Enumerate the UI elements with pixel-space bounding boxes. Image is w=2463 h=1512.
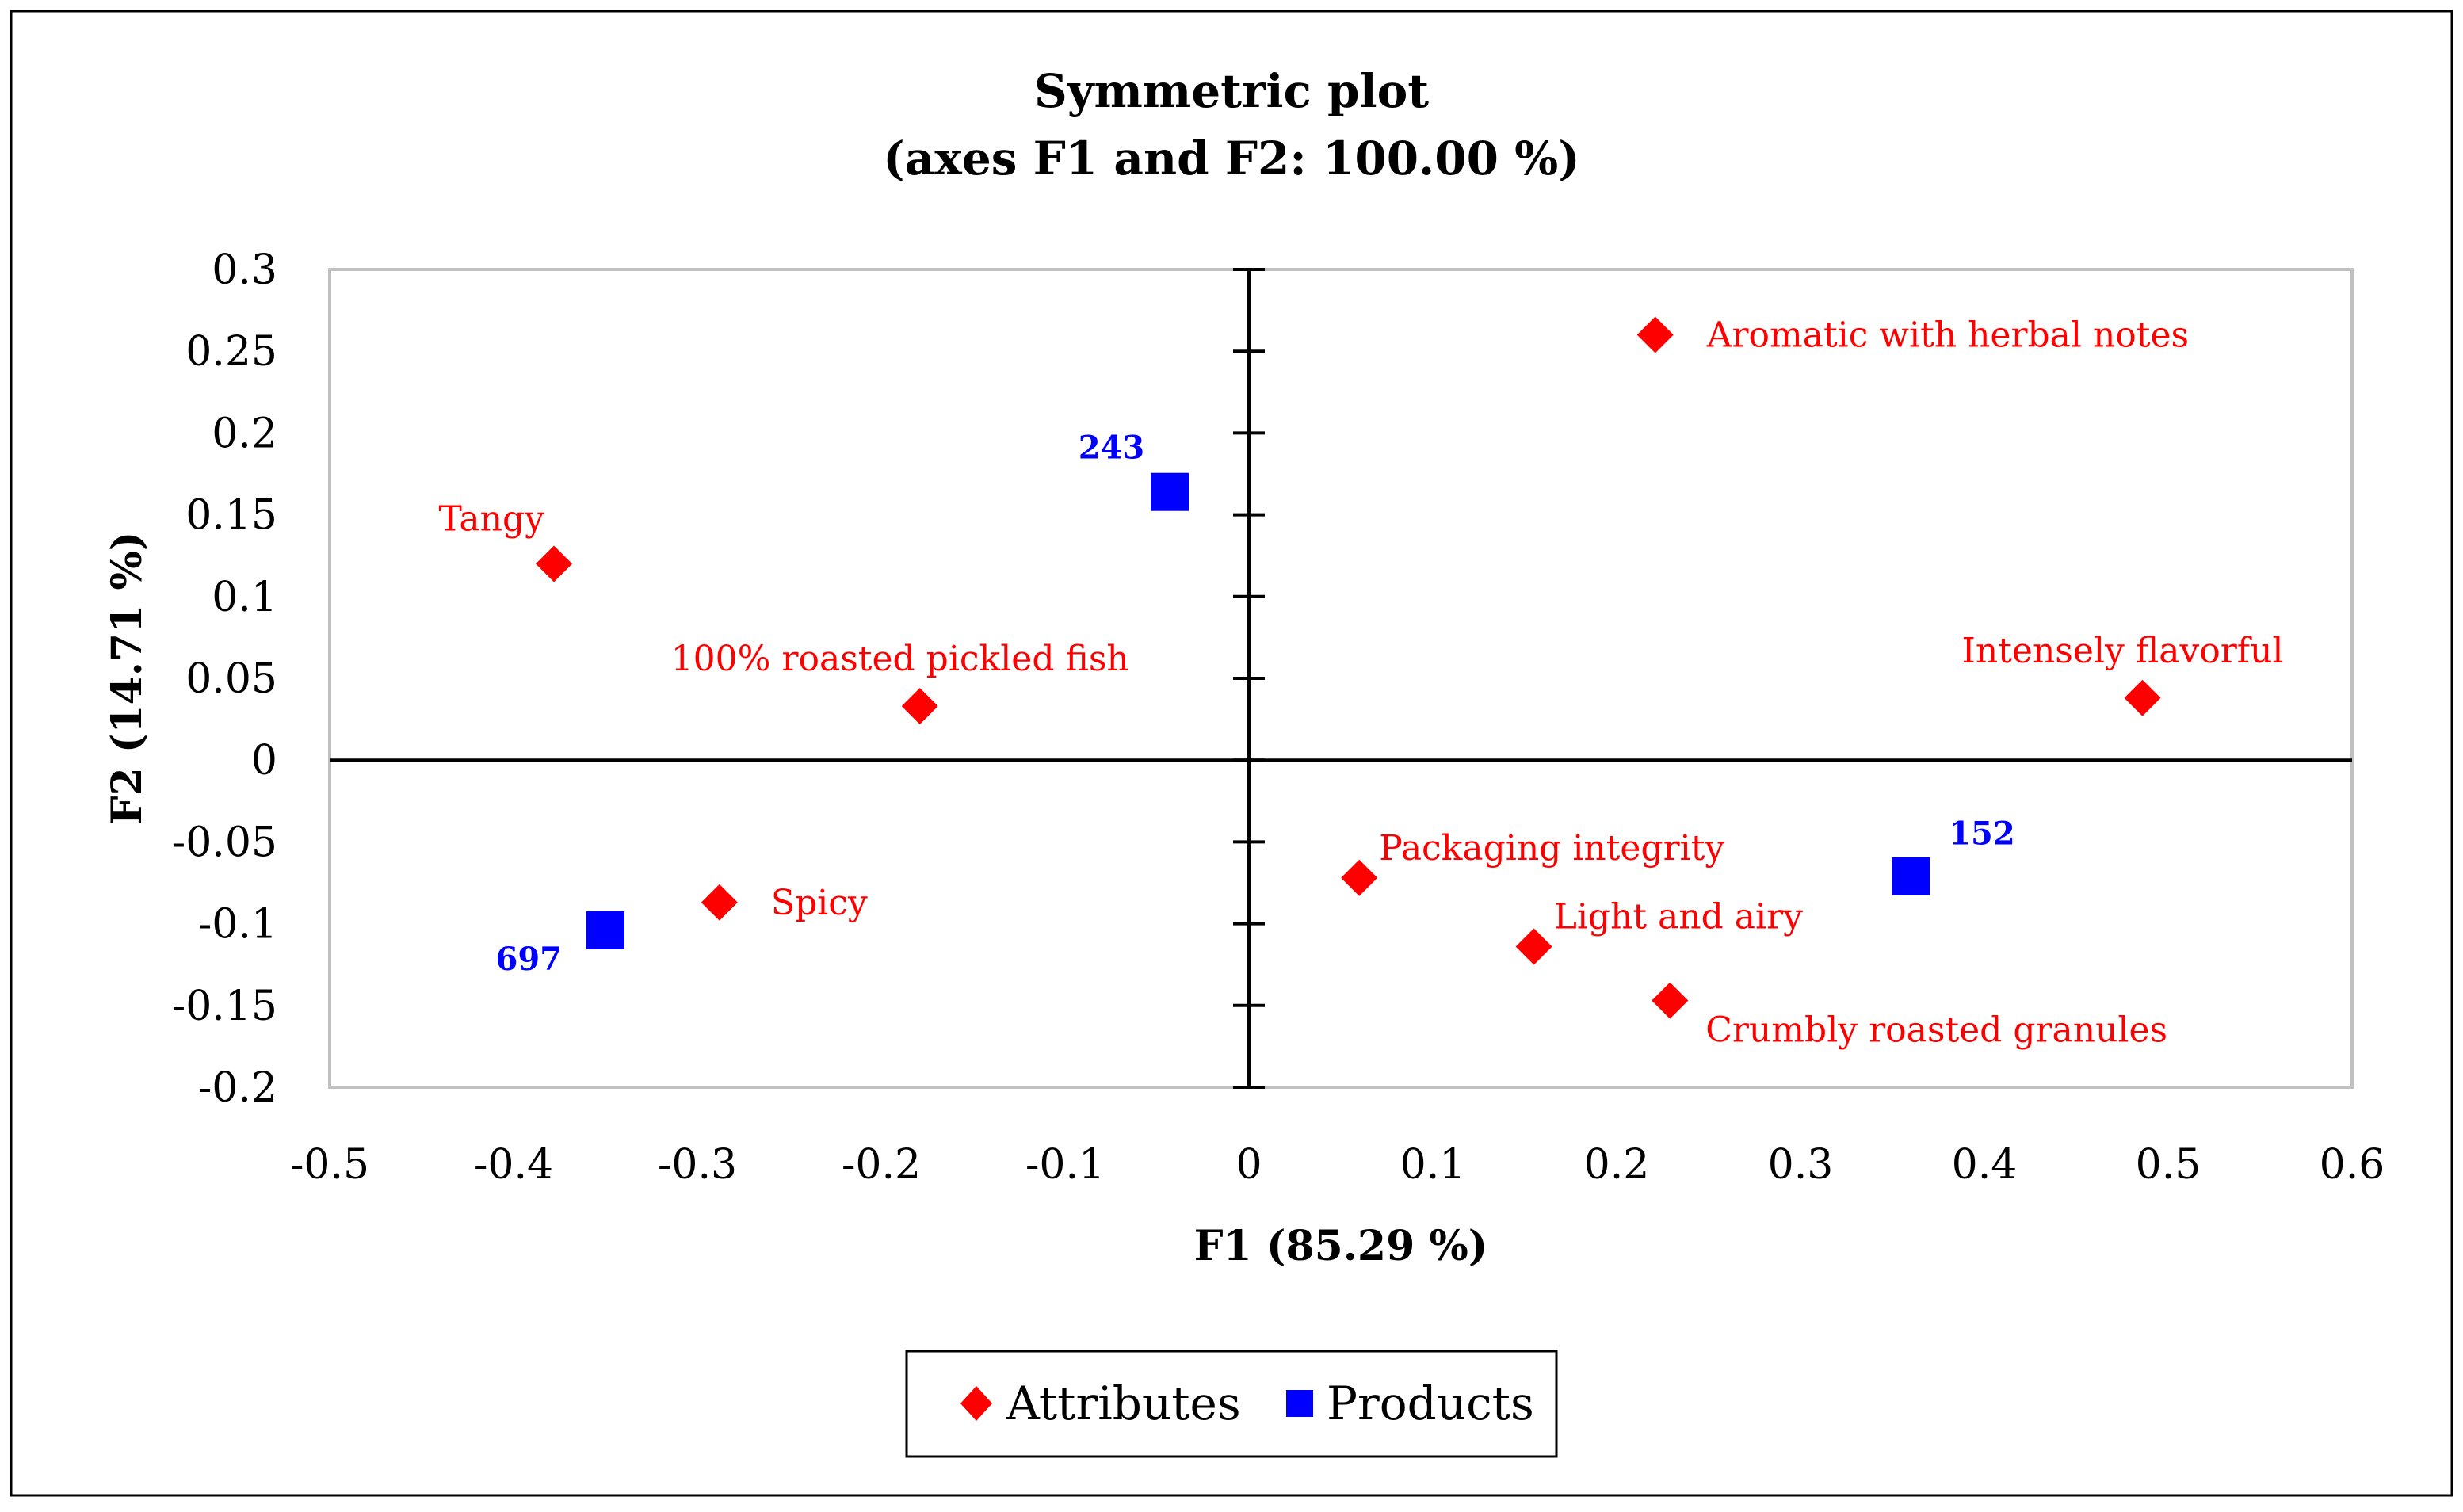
y-axis-title: F2 (14.71 %) bbox=[103, 532, 151, 826]
product-label-152: 152 bbox=[1949, 815, 2015, 853]
attribute-label-crumbly-roasted-granules: Crumbly roasted granules bbox=[1705, 1010, 2167, 1051]
attribute-label-packaging-integrity: Packaging integrity bbox=[1379, 828, 1724, 869]
y-tick-label: 0.2 bbox=[212, 410, 277, 457]
x-tick-label: -0.5 bbox=[290, 1141, 369, 1189]
x-tick-label: 0 bbox=[1235, 1141, 1262, 1189]
y-tick-label: 0.1 bbox=[212, 574, 277, 621]
chart-frame bbox=[10, 10, 2453, 1497]
x-tick-label: -0.2 bbox=[842, 1141, 921, 1189]
legend: Attributes Products bbox=[905, 1350, 1558, 1458]
x-tick-label: 0.5 bbox=[2136, 1141, 2201, 1189]
attribute-label-aromatic-with-herbal-notes: Aromatic with herbal notes bbox=[1706, 315, 2189, 356]
x-tick-label: -0.3 bbox=[658, 1141, 737, 1189]
legend-attributes-diamond-icon bbox=[960, 1386, 992, 1421]
attribute-point-light-and-airy bbox=[1515, 928, 1552, 965]
y-tick-label: -0.15 bbox=[172, 983, 277, 1030]
attribute-label-light-and-airy: Light and airy bbox=[1554, 896, 1804, 937]
y-tick-label: 0 bbox=[251, 737, 277, 785]
y-tick-label: -0.2 bbox=[198, 1064, 277, 1112]
x-tick-label: -0.4 bbox=[474, 1141, 553, 1189]
attribute-point-spicy bbox=[701, 884, 738, 921]
x-tick-label: 0.3 bbox=[1768, 1141, 1834, 1189]
product-label-243: 243 bbox=[1079, 430, 1145, 467]
attribute-point-aromatic-with-herbal-notes bbox=[1636, 316, 1674, 353]
x-tick-label: 0.4 bbox=[1952, 1141, 2018, 1189]
y-tick-label: -0.05 bbox=[172, 819, 277, 866]
attribute-label-intensely-flavorful: Intensely flavorful bbox=[1962, 631, 2284, 671]
attribute-point-100-roasted-pickled-fish bbox=[901, 688, 938, 725]
tick-labels-layer: 0.3 0.25 0.2 0.15 0.1 0.05 0 -0.05 -0.1 -0.15 -0.2… bbox=[172, 246, 2385, 1189]
product-point-152 bbox=[1892, 857, 1930, 895]
attribute-label-tangy: Tangy bbox=[439, 499, 545, 540]
point-labels-layer: Aromatic with herbal notes Tangy 100% roas… bbox=[439, 315, 2284, 1051]
x-tick-label: 0.1 bbox=[1400, 1141, 1466, 1189]
x-tick-label: 0.2 bbox=[1584, 1141, 1650, 1189]
plot-area bbox=[328, 268, 2354, 1089]
chart-subtitle: (axes F1 and F2: 100.00 %) bbox=[883, 132, 1579, 185]
x-tick-label: 0.6 bbox=[2320, 1141, 2385, 1189]
legend-products-label: Products bbox=[1327, 1376, 1534, 1430]
y-tick-label: 0.05 bbox=[185, 655, 277, 703]
attribute-label-spicy: Spicy bbox=[771, 883, 868, 923]
attribute-point-intensely-flavorful bbox=[2124, 679, 2161, 716]
product-label-697: 697 bbox=[496, 941, 563, 978]
y-tick-label: 0.15 bbox=[185, 492, 277, 540]
y-tick-label: 0.25 bbox=[185, 328, 277, 376]
attribute-point-crumbly-roasted-granules bbox=[1652, 982, 1689, 1019]
y-tick-label: 0.3 bbox=[212, 246, 277, 294]
legend-attributes-label: Attributes bbox=[1006, 1376, 1241, 1430]
attribute-label-100-roasted-pickled-fish: 100% roasted pickled fish bbox=[671, 639, 1129, 679]
y-tick-label: -0.1 bbox=[198, 901, 277, 949]
attribute-point-packaging-integrity bbox=[1341, 859, 1378, 896]
points-layer bbox=[536, 316, 2161, 1019]
x-tick-label: -0.1 bbox=[1025, 1141, 1105, 1189]
product-point-697 bbox=[586, 911, 624, 949]
axes-layer bbox=[330, 268, 2352, 1089]
product-point-243 bbox=[1151, 472, 1189, 511]
legend-box bbox=[905, 1350, 1558, 1458]
chart-title: Symmetric plot bbox=[1034, 64, 1429, 118]
x-axis-title: F1 (85.29 %) bbox=[1194, 1222, 1488, 1270]
legend-products-square-icon bbox=[1286, 1390, 1313, 1417]
attribute-point-tangy bbox=[536, 545, 573, 582]
